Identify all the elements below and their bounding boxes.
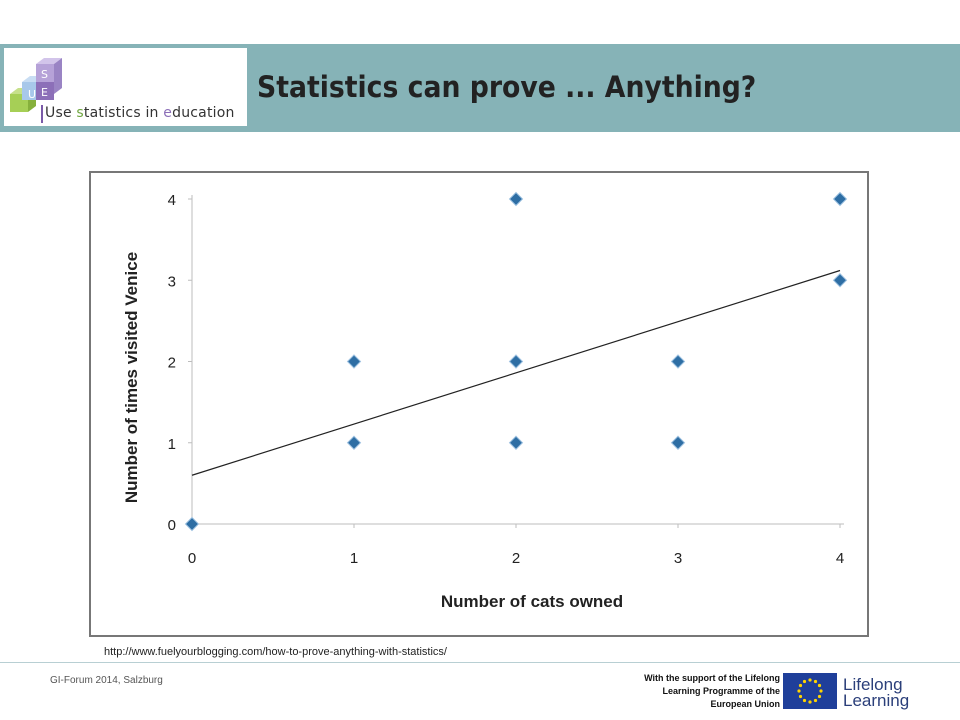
programme-line: Learning — [843, 691, 910, 710]
data-point — [508, 435, 524, 450]
lifelong-learning-logo: Lifelong Learning — [843, 675, 910, 710]
logo-text-accent: e — [163, 105, 173, 121]
data-point — [832, 191, 848, 207]
logo-divider — [41, 105, 43, 123]
y-tick-label: 3 — [168, 273, 176, 290]
logo-cubes-icon: U S E — [10, 58, 62, 112]
x-tick-label: 4 — [836, 550, 844, 567]
y-tick-label: 4 — [168, 192, 176, 209]
y-tick-label: 0 — [168, 517, 176, 534]
footer-event: GI-Forum 2014, Salzburg — [50, 675, 163, 686]
logo-letter-e: E — [41, 86, 48, 99]
logo-text-part: tatistics in — [83, 105, 164, 121]
source-url[interactable]: http://www.fuelyourblogging.com/how-to-p… — [104, 646, 447, 658]
logo-text: Use statistics in education — [45, 105, 235, 121]
logo-text-part: ducation — [172, 105, 235, 121]
programme-line: Lifelong — [843, 675, 903, 694]
x-axis-label: Number of cats owned — [441, 592, 623, 611]
support-line: With the support of the Lifelong — [644, 673, 780, 683]
logo-text-part: Use — [45, 105, 77, 121]
data-point — [508, 191, 524, 207]
data-point — [346, 435, 362, 450]
x-tick-label: 3 — [674, 550, 682, 567]
logo-text-accent: s — [76, 105, 84, 121]
y-tick-label: 1 — [168, 436, 176, 453]
logo: U S E Use statistics in education — [4, 48, 247, 126]
x-tick-label: 0 — [188, 550, 196, 567]
data-point — [670, 354, 686, 369]
slide-title: Statistics can prove ... Anything? — [257, 70, 757, 104]
x-tick-label: 1 — [350, 550, 358, 567]
support-line: European Union — [710, 699, 781, 709]
data-point — [184, 516, 200, 532]
chart-frame: 0 1 2 3 4 0 1 2 3 4 Number of cats owned Number of … — [89, 171, 869, 637]
eu-stars-icon — [797, 678, 823, 704]
logo-letter-s: S — [41, 68, 48, 81]
eu-flag-icon — [783, 673, 837, 709]
eu-support-text: With the support of the Lifelong Learnin… — [636, 672, 780, 711]
data-point — [508, 354, 524, 369]
data-point — [832, 273, 848, 288]
x-tick-label: 2 — [512, 550, 520, 567]
scatter-chart: 0 1 2 3 4 0 1 2 3 4 Number of cats owned Number of … — [122, 191, 848, 611]
y-tick-label: 2 — [168, 355, 176, 372]
logo-letter-u: U — [28, 88, 36, 101]
data-point — [346, 354, 362, 369]
support-line: Learning Programme of the — [662, 686, 780, 696]
y-axis-label: Number of times visited Venice — [122, 252, 141, 503]
data-point — [670, 435, 686, 450]
footer-divider — [0, 662, 960, 663]
trendline — [191, 269, 841, 476]
